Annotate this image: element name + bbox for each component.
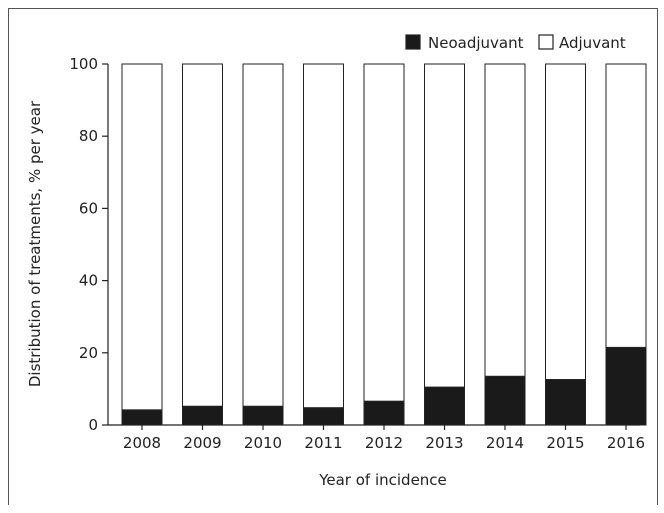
bar-neoadjuvant-2009 bbox=[182, 405, 223, 426]
bar-neoadjuvant-2012 bbox=[363, 400, 405, 426]
bar-adjuvant-2011 bbox=[303, 63, 344, 409]
legend-swatch-adjuvant bbox=[538, 34, 554, 50]
x-tick-label: 2015 bbox=[546, 434, 584, 452]
x-axis-title: Year of incidence bbox=[318, 471, 447, 489]
bars bbox=[121, 63, 647, 426]
y-tick-label: 40 bbox=[79, 272, 98, 290]
x-tick-label: 2009 bbox=[183, 434, 221, 452]
x-tick-label: 2010 bbox=[244, 434, 282, 452]
bar-adjuvant-2013 bbox=[424, 63, 465, 388]
x-tick-label: 2011 bbox=[304, 434, 342, 452]
bar-neoadjuvant-2008 bbox=[121, 409, 163, 426]
y-tick-label: 60 bbox=[79, 199, 98, 217]
bar-adjuvant-2015 bbox=[545, 63, 586, 381]
bar-adjuvant-2014 bbox=[484, 63, 526, 377]
x-tick-label: 2014 bbox=[486, 434, 524, 452]
bar-neoadjuvant-2016 bbox=[605, 346, 647, 426]
y-tick-label: 80 bbox=[79, 127, 98, 145]
y-axis-title: Distribution of treatments, % per year bbox=[26, 100, 44, 387]
legend-label-adjuvant: Adjuvant bbox=[559, 34, 626, 52]
legend: Neoadjuvant Adjuvant bbox=[405, 34, 626, 52]
bar-adjuvant-2010 bbox=[242, 63, 284, 407]
bar-adjuvant-2009 bbox=[182, 63, 223, 407]
legend-swatch-neoadjuvant bbox=[405, 34, 421, 50]
y-tick-label: 100 bbox=[69, 55, 98, 73]
bar-neoadjuvant-2014 bbox=[484, 375, 526, 426]
legend-label-neoadjuvant: Neoadjuvant bbox=[428, 34, 524, 52]
x-tick-label: 2016 bbox=[607, 434, 645, 452]
bar-adjuvant-2012 bbox=[363, 63, 405, 402]
y-tick-label: 0 bbox=[88, 416, 98, 434]
axes: 0 20 40 60 80 100 2008 2009 2010 2011 2012 2013 2014… bbox=[69, 55, 645, 452]
bar-neoadjuvant-2013 bbox=[424, 386, 465, 426]
figure-frame bbox=[8, 8, 658, 505]
x-tick-label: 2013 bbox=[425, 434, 463, 452]
y-tick-label: 20 bbox=[79, 344, 98, 362]
bar-neoadjuvant-2015 bbox=[545, 379, 586, 426]
x-tick-label: 2012 bbox=[365, 434, 403, 452]
bar-neoadjuvant-2010 bbox=[242, 405, 284, 426]
bar-adjuvant-2016 bbox=[605, 63, 647, 348]
bar-neoadjuvant-2011 bbox=[303, 407, 344, 426]
x-tick-label: 2008 bbox=[123, 434, 161, 452]
bar-adjuvant-2008 bbox=[121, 63, 163, 411]
